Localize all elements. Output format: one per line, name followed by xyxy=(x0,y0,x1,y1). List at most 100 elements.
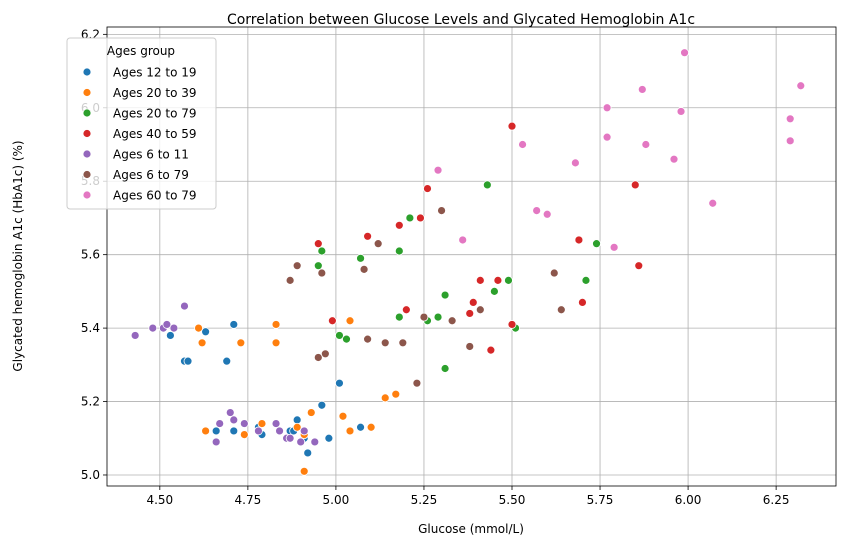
data-point xyxy=(201,426,211,436)
y-tick-label: 5.6 xyxy=(81,248,100,262)
data-point xyxy=(440,364,450,373)
data-point xyxy=(215,419,225,428)
data-point xyxy=(169,323,179,333)
data-point xyxy=(222,356,232,366)
legend-label: Ages 12 to 19 xyxy=(113,66,197,80)
plot-frame xyxy=(106,26,837,487)
data-point xyxy=(317,400,327,410)
data-point xyxy=(285,433,295,443)
data-point xyxy=(197,338,207,348)
data-point xyxy=(306,408,316,417)
data-point xyxy=(254,426,263,436)
data-point xyxy=(465,309,475,318)
data-point xyxy=(225,408,235,417)
data-point xyxy=(465,342,475,351)
data-point xyxy=(180,301,189,311)
legend-box xyxy=(66,37,217,210)
data-point xyxy=(317,268,327,278)
data-point xyxy=(239,419,249,428)
data-point xyxy=(507,121,517,131)
data-point xyxy=(236,338,246,348)
data-point xyxy=(796,81,806,91)
legend-label: Ages 20 to 79 xyxy=(113,107,197,121)
data-points xyxy=(130,48,806,476)
legend-label: Ages 40 to 59 xyxy=(113,127,197,141)
data-point xyxy=(412,378,422,388)
data-point xyxy=(299,466,309,476)
legend-label: Ages 6 to 79 xyxy=(113,168,189,182)
data-point xyxy=(634,261,644,271)
data-point xyxy=(578,297,587,307)
data-point xyxy=(130,331,140,340)
data-point xyxy=(489,286,499,296)
data-point xyxy=(327,316,337,326)
x-tick-label: 6.25 xyxy=(763,493,790,507)
data-point xyxy=(211,437,221,447)
data-point xyxy=(708,198,718,208)
data-point xyxy=(556,305,566,315)
data-point xyxy=(229,415,239,425)
x-tick-label: 6.00 xyxy=(675,493,702,507)
data-point xyxy=(201,327,211,337)
data-point xyxy=(398,338,408,348)
data-point xyxy=(303,448,313,458)
x-axis-ticks: 4.50 4.75 5.00 5.25 5.50 5.75 6.00 6.25 xyxy=(146,486,789,507)
data-point xyxy=(359,264,369,274)
data-point xyxy=(785,114,795,124)
data-point xyxy=(602,132,612,142)
data-point xyxy=(313,261,323,271)
legend-marker xyxy=(82,67,92,77)
data-point xyxy=(335,378,344,388)
x-tick-label: 5.00 xyxy=(323,493,350,507)
series-4 xyxy=(130,301,320,447)
data-point xyxy=(542,209,552,219)
data-point xyxy=(504,275,513,285)
series-1 xyxy=(194,316,401,476)
data-point xyxy=(271,320,281,329)
data-point xyxy=(285,275,295,285)
data-point xyxy=(532,206,542,216)
data-point xyxy=(785,136,795,146)
data-point xyxy=(405,213,415,223)
x-tick-label: 4.50 xyxy=(146,493,173,507)
series-0 xyxy=(165,320,365,458)
data-point xyxy=(669,154,679,164)
grid-lines xyxy=(107,27,836,486)
x-axis-label: Glucose (mmol/L) xyxy=(418,522,524,536)
legend-marker xyxy=(82,190,92,200)
data-point xyxy=(345,426,355,436)
data-point xyxy=(630,180,640,190)
data-point xyxy=(345,316,355,326)
legend-label: Ages 6 to 11 xyxy=(113,148,189,162)
data-point xyxy=(373,239,383,249)
data-point xyxy=(275,426,284,436)
data-point xyxy=(486,345,496,355)
data-point xyxy=(299,426,309,436)
data-point xyxy=(313,353,323,362)
data-point xyxy=(518,140,527,149)
data-point xyxy=(592,239,601,249)
data-point xyxy=(271,338,281,348)
data-point xyxy=(148,323,158,333)
data-point xyxy=(433,165,443,175)
data-point xyxy=(637,85,647,94)
data-point xyxy=(394,220,404,230)
y-tick-label: 5.0 xyxy=(81,468,100,482)
data-point xyxy=(609,242,619,252)
data-point xyxy=(482,180,492,190)
data-point xyxy=(380,393,390,403)
y-axis-label: Glycated hemoglobin A1c (HbA1c) (%) xyxy=(11,140,25,371)
data-point xyxy=(239,430,249,439)
data-point xyxy=(440,290,450,300)
legend-title: Ages group xyxy=(107,44,175,58)
data-point xyxy=(317,246,327,256)
data-point xyxy=(380,338,390,348)
data-point xyxy=(292,422,302,432)
data-point xyxy=(602,103,612,113)
data-point xyxy=(229,320,239,329)
data-point xyxy=(391,389,401,399)
data-point xyxy=(680,48,689,58)
legend-marker xyxy=(82,149,92,159)
data-point xyxy=(296,437,306,447)
